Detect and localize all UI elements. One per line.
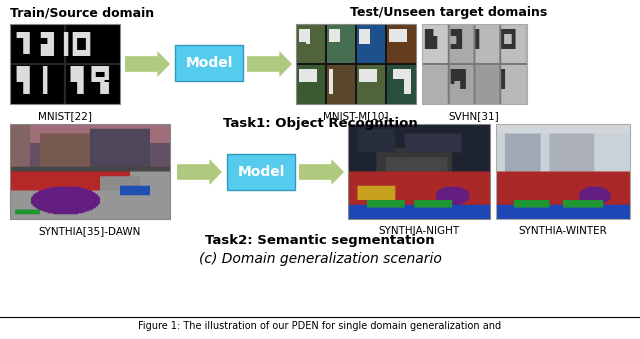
- Polygon shape: [125, 51, 170, 77]
- Text: SYNTHIA[35]-DAWN: SYNTHIA[35]-DAWN: [39, 226, 141, 236]
- Bar: [296, 24, 416, 104]
- Text: Model: Model: [186, 56, 233, 70]
- Text: SYNTHIA-WINTER: SYNTHIA-WINTER: [518, 226, 607, 236]
- Text: Test/Unseen target domains: Test/Unseen target domains: [350, 6, 547, 19]
- Text: Model: Model: [237, 165, 285, 179]
- Polygon shape: [177, 159, 222, 185]
- Text: MNIST[22]: MNIST[22]: [38, 111, 92, 121]
- Text: MNIST-M[10]: MNIST-M[10]: [323, 111, 388, 121]
- Text: Task2: Semantic segmentation: Task2: Semantic segmentation: [205, 234, 435, 247]
- Bar: [10, 124, 170, 219]
- Text: SYNTHIA-NIGHT: SYNTHIA-NIGHT: [378, 226, 460, 236]
- Text: Train/Source domain: Train/Source domain: [10, 6, 154, 19]
- Bar: [10, 24, 120, 104]
- Text: Task1: Object Recognition: Task1: Object Recognition: [223, 117, 417, 130]
- Bar: [496, 124, 630, 219]
- FancyBboxPatch shape: [227, 154, 295, 190]
- Bar: [422, 24, 527, 104]
- Bar: [348, 124, 490, 219]
- Text: Figure 1: The illustration of our PDEN for single domain generalization and: Figure 1: The illustration of our PDEN f…: [138, 321, 502, 331]
- Text: SVHN[31]: SVHN[31]: [449, 111, 499, 121]
- Polygon shape: [299, 159, 344, 185]
- FancyBboxPatch shape: [175, 45, 243, 81]
- Text: (c) Domain generalization scenario: (c) Domain generalization scenario: [198, 252, 442, 266]
- Polygon shape: [247, 51, 292, 77]
